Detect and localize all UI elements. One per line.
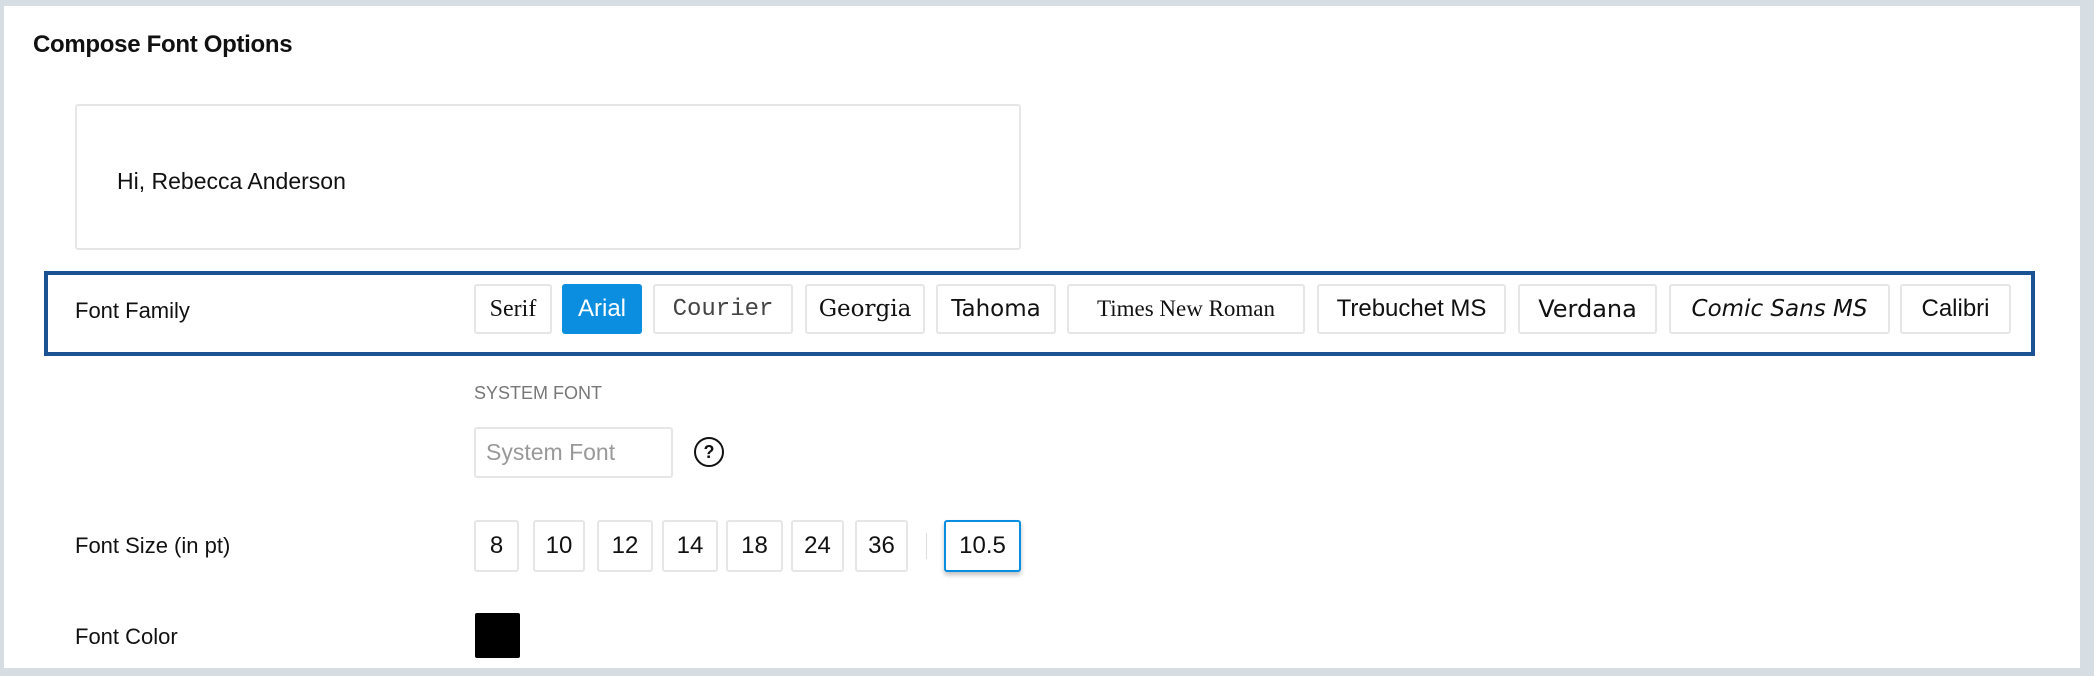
font-option-times-new-roman[interactable]: Times New Roman xyxy=(1067,284,1305,334)
compose-font-options-panel xyxy=(4,6,2080,668)
font-option-calibri[interactable]: Calibri xyxy=(1900,284,2011,334)
font-option-comic-sans-ms[interactable]: Comic Sans MS xyxy=(1669,284,1890,334)
system-font-label: SYSTEM FONT xyxy=(474,383,603,403)
font-family-label: Font Family xyxy=(75,298,190,323)
font-size-label: Font Size (in pt) xyxy=(75,533,231,558)
page-title: Compose Font Options xyxy=(33,31,293,58)
font-size-option-12[interactable]: 12 xyxy=(597,520,653,572)
font-size-option-8[interactable]: 8 xyxy=(474,520,519,572)
font-option-arial[interactable]: Arial xyxy=(562,284,642,334)
font-size-option-36[interactable]: 36 xyxy=(855,520,908,572)
font-size-option-24[interactable]: 24 xyxy=(791,520,844,572)
font-option-trebuchet-ms[interactable]: Trebuchet MS xyxy=(1317,284,1506,334)
font-option-verdana[interactable]: Verdana xyxy=(1518,284,1657,334)
font-size-option-14[interactable]: 14 xyxy=(662,520,718,572)
font-family-row-highlight xyxy=(44,271,2035,356)
font-option-courier[interactable]: Courier xyxy=(653,284,793,334)
font-color-swatch[interactable] xyxy=(475,613,520,658)
font-size-option-18[interactable]: 18 xyxy=(726,520,783,572)
font-option-tahoma[interactable]: Tahoma xyxy=(936,284,1056,334)
preview-text: Hi, Rebecca Anderson xyxy=(117,168,346,194)
font-color-label: Font Color xyxy=(75,624,178,649)
question-circle-icon[interactable]: ? xyxy=(694,437,724,467)
font-option-serif[interactable]: Serif xyxy=(474,284,552,334)
system-font-input[interactable] xyxy=(474,427,673,478)
font-option-georgia[interactable]: Georgia xyxy=(805,284,925,334)
divider xyxy=(926,533,927,559)
font-size-option-10[interactable]: 10 xyxy=(533,520,585,572)
font-preview-box: Hi, Rebecca Anderson xyxy=(75,104,1021,250)
custom-font-size-input[interactable] xyxy=(944,520,1021,572)
